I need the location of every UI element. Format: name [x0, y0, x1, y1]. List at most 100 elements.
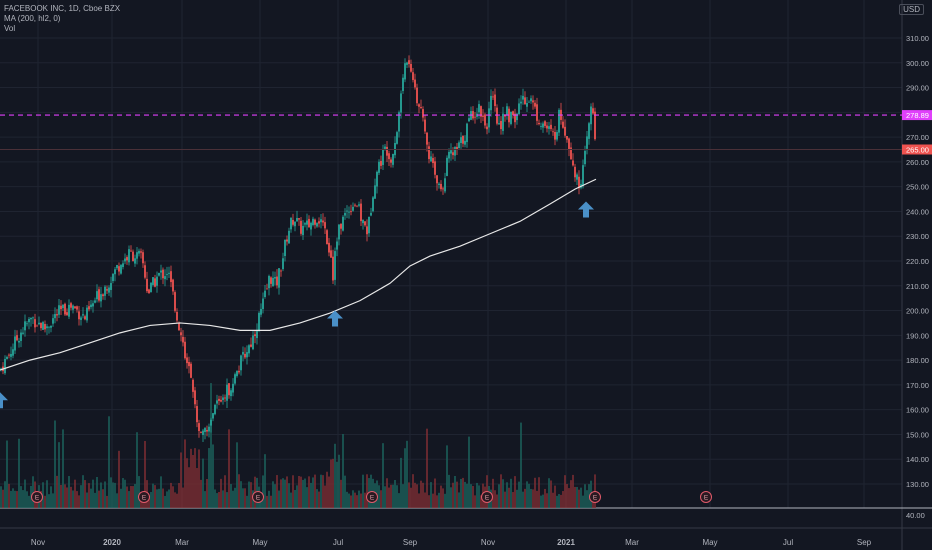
candle-body: [574, 166, 576, 178]
candle-body: [128, 249, 130, 263]
y-tick-label: 290.00: [906, 84, 929, 93]
candle-body: [370, 212, 372, 216]
volume-bar: [92, 479, 94, 508]
candle-body: [188, 361, 190, 367]
volume-bar: [392, 484, 394, 508]
volume-bar: [134, 483, 136, 508]
candle-body: [14, 336, 16, 351]
candle-body: [156, 276, 158, 286]
candle-body: [36, 325, 38, 327]
candle-body: [570, 147, 572, 160]
legend-vol: Vol: [4, 24, 16, 33]
volume-bar: [102, 489, 104, 508]
y-tick-label: 240.00: [906, 207, 929, 216]
candle-body: [332, 256, 334, 281]
volume-bar: [434, 478, 436, 508]
volume-bar: [414, 482, 416, 508]
candle-body: [428, 146, 430, 160]
candle-body: [148, 289, 150, 294]
volume-bar: [574, 486, 576, 508]
volume-bar: [166, 491, 168, 508]
volume-bar: [54, 420, 56, 508]
candle-body: [556, 132, 558, 140]
candle-body: [226, 384, 228, 401]
volume-bar: [6, 440, 8, 508]
candle-body: [380, 160, 382, 166]
y-tick-label: 170.00: [906, 381, 929, 390]
y-tick-label: 130.00: [906, 480, 929, 489]
candle-body: [466, 123, 468, 143]
candle-body: [282, 258, 284, 270]
volume-bar: [478, 485, 480, 508]
volume-bar: [226, 492, 228, 508]
volume-bar: [110, 477, 112, 508]
candle-body: [238, 370, 240, 373]
legend-symbol: FACEBOOK INC, 1D, Cboe BZX: [4, 4, 121, 13]
candle-body: [4, 359, 6, 374]
x-tick-label: Jul: [783, 538, 793, 547]
volume-bar: [412, 474, 414, 508]
volume-bar: [532, 489, 534, 508]
volume-bar: [494, 490, 496, 508]
candle-body: [106, 289, 108, 291]
volume-bar: [10, 490, 12, 508]
candle-body: [368, 216, 370, 234]
volume-bar: [70, 486, 72, 508]
volume-bar: [474, 495, 476, 508]
candle-body: [150, 282, 152, 293]
volume-bar: [560, 494, 562, 508]
candle-body: [228, 383, 230, 396]
chart-legend: FACEBOOK INC, 1D, Cboe BZX MA (200, hl2,…: [4, 4, 120, 34]
candle-body: [122, 263, 124, 268]
volume-bar: [184, 439, 186, 508]
candle-body: [172, 279, 174, 292]
volume-bar: [342, 434, 344, 508]
candle-body: [66, 312, 68, 316]
y-tick-label: 160.00: [906, 406, 929, 415]
volume-bar: [544, 488, 546, 508]
candle-body: [256, 330, 258, 339]
x-tick-label: Mar: [175, 538, 189, 547]
volume-bar: [162, 488, 164, 508]
volume-bar: [284, 479, 286, 508]
candle-body: [242, 351, 244, 355]
candle-body: [186, 357, 188, 364]
volume-bar: [208, 448, 210, 508]
currency-label[interactable]: USD: [899, 4, 924, 15]
volume-bar: [466, 483, 468, 508]
candle-body: [26, 323, 28, 325]
volume-bar: [404, 448, 406, 508]
volume-bar: [130, 486, 132, 508]
candle-body: [118, 266, 120, 272]
volume-bar: [462, 477, 464, 508]
volume-bar: [318, 491, 320, 508]
candle-body: [230, 390, 232, 397]
volume-bar: [72, 490, 74, 508]
y-tick-label: 260.00: [906, 158, 929, 167]
candle-body: [64, 303, 66, 315]
candle-body: [132, 251, 134, 262]
volume-bar: [536, 490, 538, 508]
candle-body: [594, 111, 596, 140]
candle-body: [112, 273, 114, 281]
volume-bar: [84, 480, 86, 508]
volume-bar: [108, 416, 110, 508]
candle-body: [278, 268, 280, 288]
volume-bar: [118, 450, 120, 508]
candle-body: [398, 112, 400, 132]
volume-bar: [512, 492, 514, 508]
candle-body: [436, 175, 438, 184]
candle-body: [494, 94, 496, 107]
candle-body: [42, 322, 44, 330]
candle-body: [582, 165, 584, 187]
candle-body: [350, 211, 352, 213]
candle-body: [248, 345, 250, 354]
candle-body: [446, 157, 448, 176]
candle-body: [330, 250, 332, 258]
volume-bar: [296, 485, 298, 508]
candle-body: [530, 98, 532, 102]
volume-bar: [352, 490, 354, 508]
volume-bar: [154, 485, 156, 508]
volume-bar: [516, 489, 518, 508]
